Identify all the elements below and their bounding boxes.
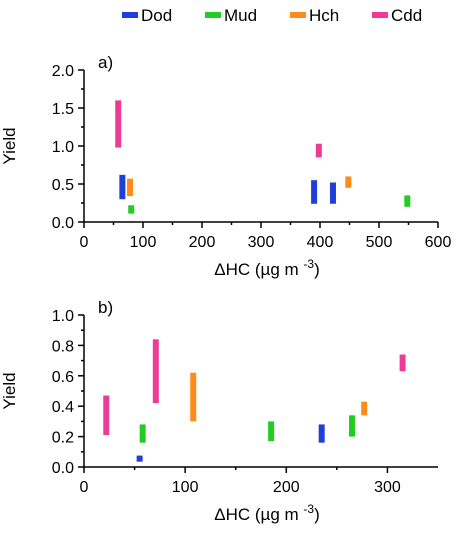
bar-mud-a [128,205,135,214]
bar-cdd-b [399,354,406,372]
bar-hch-b [190,372,197,422]
legend-label-hch: Hch [309,6,339,25]
bar-hch-a [345,176,352,188]
x-tick-label-b: 300 [374,479,401,496]
legend-label-cdd: Cdd [391,6,422,25]
x-axis-title-b: ΔHC (µg m -3) [214,502,320,524]
bar-cdd-b [152,339,159,404]
legend: Dod Mud Hch Cdd [122,6,422,25]
x-tick-label-b: 0 [80,479,89,496]
bar-mud-b [139,424,146,443]
y-tick-label-b: 0.8 [52,338,74,355]
x-axis-title-a: ΔHC (µg m -3) [214,257,320,279]
y-tick-label-a: 1.0 [52,139,74,156]
panel-label-b: b) [98,298,113,317]
bar-dod-b [136,455,143,462]
chart-panel-a: 0 100 200 300 400 500 600 0.0 0.5 1.0 1.5 2.0 Yield Δ… [0,53,451,279]
y-tick-label-a: 0.0 [52,215,74,232]
legend-label-mud: Mud [224,6,257,25]
bar-cdd-a [115,100,122,148]
bar-hch-a [127,178,134,197]
x-tick-label-a: 0 [80,234,89,251]
y-tick-label-b: 0.4 [52,399,74,416]
y-tick-label-b: 0.0 [52,460,74,477]
x-tick-label-b: 100 [172,479,199,496]
x-tick-label-a: 600 [425,234,452,251]
bar-dod-a [329,182,336,204]
bar-dod-a [119,174,126,200]
chart-panel-b: 0 100 200 300 0.0 0.2 0.4 0.6 0.8 1.0 Yield ΔHC (µg… [0,298,438,524]
y-axis-title-a: Yield [0,127,19,164]
y-tick-label-b: 1.0 [52,308,74,325]
x-tick-label-a: 300 [248,234,275,251]
bar-mud-b [268,421,275,442]
y-tick-label-b: 0.6 [52,369,74,386]
y-tick-label-a: 2.0 [52,63,74,80]
bar-dod-a [311,180,318,204]
bar-mud-a [404,195,411,207]
y-tick-label-a: 1.5 [52,101,74,118]
bar-dod-b [318,424,325,443]
legend-label-dod: Dod [141,6,172,25]
legend-swatch-mud [205,12,221,18]
x-tick-label-a: 100 [130,234,157,251]
bar-cdd-a [315,143,322,158]
y-tick-label-a: 0.5 [52,177,74,194]
panel-label-a: a) [98,53,113,72]
x-tick-label-a: 500 [366,234,393,251]
x-tick-label-b: 200 [273,479,300,496]
x-tick-label-a: 400 [307,234,334,251]
x-tick-label-a: 200 [189,234,216,251]
bar-hch-b [361,401,368,416]
y-axis-title-b: Yield [0,372,19,409]
bar-cdd-b [103,395,110,436]
bar-mud-b [349,415,356,437]
legend-swatch-hch [290,12,306,18]
legend-swatch-cdd [372,12,388,18]
legend-swatch-dod [122,12,138,18]
y-tick-label-b: 0.2 [52,430,74,447]
